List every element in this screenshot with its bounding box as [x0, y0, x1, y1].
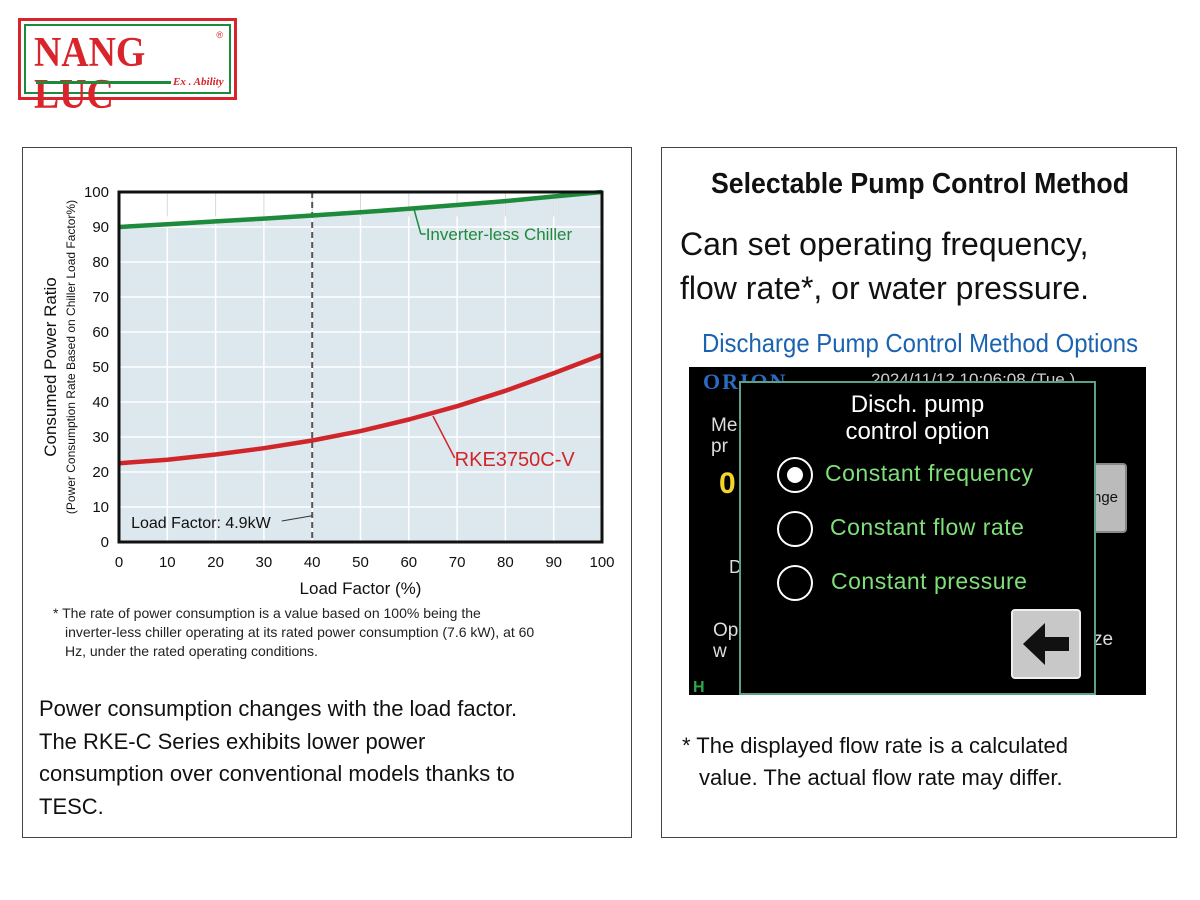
screen-bg-text: Me: [711, 415, 738, 436]
screen-bg-right-text: ze: [1093, 629, 1114, 650]
x-tick-label: 70: [449, 554, 466, 571]
logo-name: NANG LUC: [34, 30, 146, 118]
screen-bg-label-bottom: Op w: [713, 620, 738, 662]
screen-bg-text: pr: [711, 436, 728, 457]
x-tick-label: 100: [589, 554, 614, 571]
legend-rke3750c-v: RKE3750C-V: [455, 449, 576, 471]
radio-unselected-icon[interactable]: [777, 511, 813, 547]
logo-registered-mark: ®: [216, 30, 223, 40]
pump-control-dialog: Disch. pump control option Constant freq…: [739, 381, 1096, 695]
screen-bg-value: 0: [719, 467, 736, 500]
controller-screen: ORION 2024/11/12 10:06:08 (Tue.) Me pr 0…: [689, 367, 1146, 695]
subtitle-line-1: Can set operating frequency,: [680, 226, 1089, 262]
back-button[interactable]: [1011, 609, 1081, 679]
screen-home-link[interactable]: H: [693, 679, 705, 695]
description-line-1: Power consumption changes with the load …: [39, 696, 518, 721]
leader-rke3750c-v: [432, 415, 456, 459]
power-ratio-chart: 0 10 20 30 40 50 60 70 80 90 100 0 10 20 30 40 50 60 70 80 9…: [41, 184, 615, 598]
y-tick-label: 100: [84, 184, 109, 201]
y-tick-label: 40: [92, 394, 109, 411]
dialog-title-line-1: Disch. pump: [850, 391, 985, 418]
series-line-inverter-less: [118, 189, 603, 230]
y-tick-label: 50: [92, 359, 109, 376]
y-tick-label: 30: [92, 429, 109, 446]
option-label: Constant flow rate: [830, 514, 1025, 540]
screen-bg-label-top: Me pr: [711, 415, 737, 457]
radio-unselected-icon[interactable]: [777, 565, 813, 601]
logo-tagline: Ex . Ability: [173, 76, 224, 88]
screen-change-button-label: nge: [1093, 489, 1119, 506]
x-tick-label: 50: [352, 554, 369, 571]
x-tick-label: 0: [115, 554, 123, 571]
flow-rate-note: * The displayed flow rate is a calculate…: [682, 730, 1068, 794]
section-title: Selectable Pump Control Method: [710, 168, 1130, 200]
subtitle-line-2: flow rate*, or water pressure.: [680, 270, 1090, 306]
dialog-title: Disch. pump control option: [741, 391, 1094, 445]
reference-line-label: Load Factor: 4.9kW: [131, 515, 272, 532]
chart-panel: 0 10 20 30 40 50 60 70 80 90 100 0 10 20 30 40 50 60 70 80 9…: [22, 147, 632, 838]
leader-inverter-less: [412, 207, 422, 235]
description-line-4: TESC.: [39, 793, 104, 819]
radio-selected-icon[interactable]: [777, 457, 813, 493]
option-label: Constant frequency: [825, 460, 1034, 486]
footnote-line-1: * The rate of power consumption is a val…: [53, 605, 481, 621]
chart-footnote: * The rate of power consumption is a val…: [53, 604, 613, 661]
logo-inner-border: NANG LUC ® Ex . Ability: [24, 24, 231, 116]
section-subtitle: Can set operating frequency, flow rate*,…: [680, 222, 1089, 310]
screen-bg-d: D: [729, 557, 742, 577]
left-arrow-icon: [1023, 623, 1069, 665]
screen-bg-text: w: [713, 641, 727, 662]
note-line-1: * The displayed flow rate is a calculate…: [682, 733, 1069, 758]
y-tick-label: 0: [101, 534, 109, 551]
x-tick-label: 10: [159, 554, 176, 571]
power-description: Power consumption changes with the load …: [39, 693, 619, 823]
x-axis-label: Load Factor (%): [300, 579, 422, 598]
x-tick-label: 90: [545, 554, 562, 571]
x-tick-label: 20: [207, 554, 224, 571]
y-tick-label: 20: [92, 464, 109, 481]
note-line-2: value. The actual flow rate may differ.: [699, 765, 1063, 790]
description-line-2: The RKE-C Series exhibits lower power: [39, 728, 426, 754]
logo-underline: [36, 81, 171, 84]
x-tick-label: 60: [400, 554, 417, 571]
y-tick-label: 60: [92, 324, 109, 341]
y-tick-label: 90: [92, 219, 109, 236]
dialog-title-line-2: control option: [845, 418, 990, 445]
y-tick-label: 10: [92, 499, 109, 516]
x-tick-label: 80: [497, 554, 514, 571]
y-tick-label: 80: [92, 254, 109, 271]
y-axis-label: Consumed Power Ratio: [41, 277, 60, 457]
pump-control-panel: Selectable Pump Control Method Can set o…: [661, 147, 1177, 838]
reference-leader: [281, 515, 313, 522]
x-tick-label: 30: [256, 554, 273, 571]
y-tick-label: 70: [92, 289, 109, 306]
y-axis-sublabel: (Power Consumption Rate Based on Chiller…: [64, 200, 78, 514]
description-line-3: consumption over conventional models tha…: [39, 761, 515, 786]
footnote-line-2: inverter-less chiller operating at its r…: [65, 624, 535, 640]
option-label: Constant pressure: [831, 568, 1028, 594]
options-heading: Discharge Pump Control Method Options: [701, 328, 1139, 358]
plot-frame: [117, 190, 604, 544]
x-tick-label: 40: [304, 554, 321, 571]
legend-inverter-less: Inverter-less Chiller: [426, 225, 573, 244]
screen-bg-text: Op: [713, 620, 739, 641]
series-line-rke3750c-v: [118, 352, 603, 466]
logo: NANG LUC ® Ex . Ability: [18, 18, 237, 116]
footnote-line-3: Hz, under the rated operating conditions…: [65, 643, 318, 659]
